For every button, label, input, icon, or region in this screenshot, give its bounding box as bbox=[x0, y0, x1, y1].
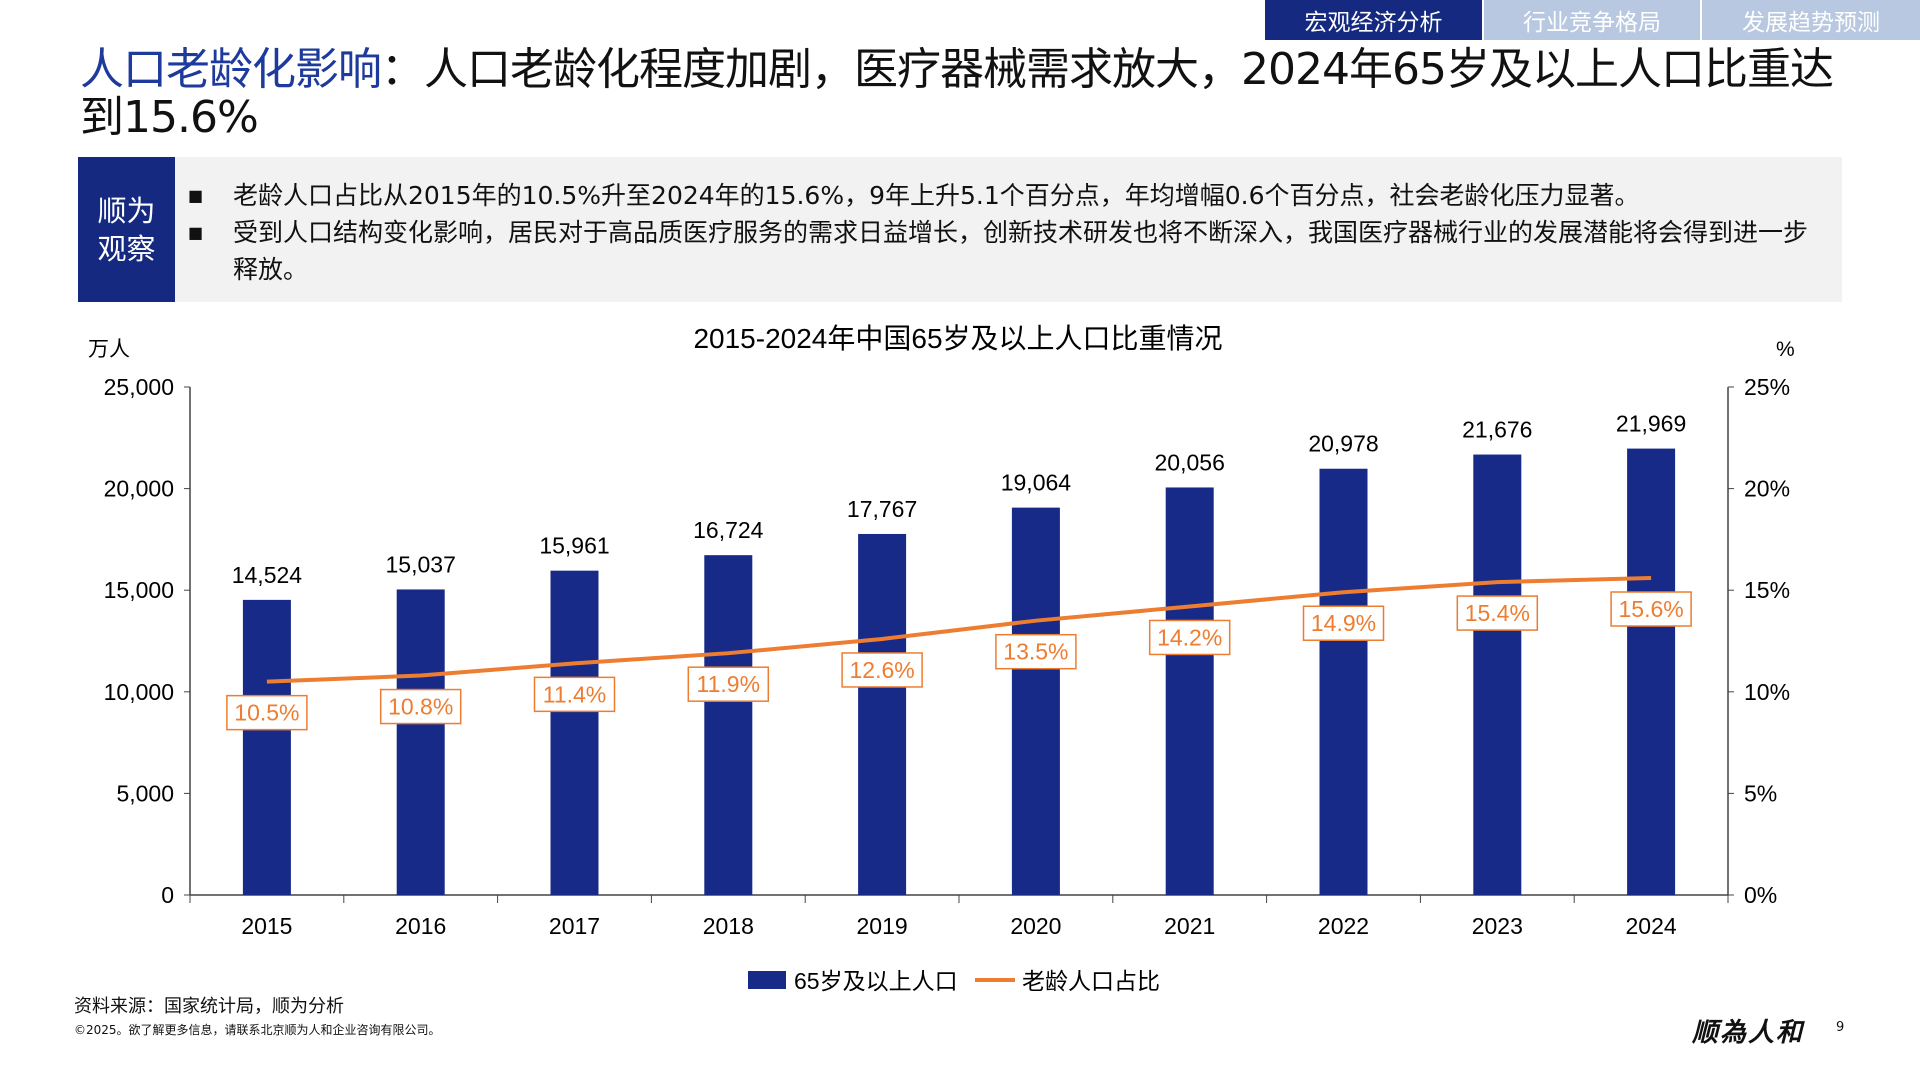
line-label-box bbox=[533, 676, 616, 713]
observation-label: 顺为观察 bbox=[78, 157, 175, 302]
tab-macro-economy[interactable]: 宏观经济分析 bbox=[1265, 0, 1482, 40]
x-tick-label: 2016 bbox=[395, 913, 446, 939]
line-label-box bbox=[1148, 619, 1231, 656]
bar-value-label: 20,056 bbox=[1155, 449, 1225, 475]
bar-value-label: 21,969 bbox=[1616, 411, 1686, 437]
title-rest: ：人口老龄化程度加剧，医疗器械需求放大，2024年65岁及以上人口比重达到15.… bbox=[80, 44, 1834, 143]
x-tick-label: 2015 bbox=[241, 913, 292, 939]
x-tick-label: 2017 bbox=[549, 913, 600, 939]
bar-value-label: 16,724 bbox=[693, 517, 764, 543]
bar bbox=[242, 599, 291, 895]
line-series bbox=[266, 576, 1652, 684]
bar bbox=[396, 589, 445, 895]
bar bbox=[1011, 507, 1060, 895]
line-value-label: 11.9% bbox=[697, 671, 761, 697]
x-tick-label: 2023 bbox=[1472, 913, 1523, 939]
right-tick-label: 15% bbox=[1744, 577, 1790, 603]
line-value-label: 14.9% bbox=[1311, 610, 1376, 636]
legend-line-label: 老龄人口占比 bbox=[1022, 968, 1160, 994]
left-tick-label: 5,000 bbox=[116, 780, 174, 806]
line-label-box bbox=[226, 694, 308, 731]
bar bbox=[1473, 454, 1522, 895]
left-tick-label: 0 bbox=[161, 882, 174, 908]
bar-value-label: 15,961 bbox=[539, 533, 609, 559]
line-value-label: 12.6% bbox=[849, 657, 914, 683]
bar-value-label: 21,676 bbox=[1462, 417, 1532, 443]
line-value-label: 11.4% bbox=[543, 681, 607, 707]
bar bbox=[1165, 487, 1214, 895]
line-value-label: 10.5% bbox=[234, 700, 299, 726]
x-tick-label: 2022 bbox=[1318, 913, 1369, 939]
bar bbox=[858, 533, 907, 895]
x-tick-label: 2021 bbox=[1164, 913, 1215, 939]
chart-title: 2015-2024年中国65岁及以上人口比重情况 bbox=[693, 323, 1222, 354]
line-value-label: 15.4% bbox=[1465, 600, 1530, 626]
line-label-box bbox=[1456, 595, 1539, 631]
x-tick-label: 2019 bbox=[857, 913, 908, 939]
observation-box: 顺为观察 老龄人口占比从2015年的10.5%升至2024年的15.6%，9年上… bbox=[78, 157, 1842, 302]
right-tick-label: 10% bbox=[1744, 679, 1790, 705]
line-value-label: 13.5% bbox=[1003, 639, 1068, 665]
bar-value-label: 20,978 bbox=[1308, 431, 1378, 457]
page-number: 9 bbox=[1836, 1020, 1845, 1035]
left-tick-label: 20,000 bbox=[104, 476, 174, 502]
bar bbox=[1319, 468, 1368, 895]
bar-value-label: 19,064 bbox=[1001, 470, 1072, 496]
line-label-box bbox=[1302, 605, 1385, 641]
company-logo: 顺為人和 bbox=[1692, 1018, 1805, 1048]
right-tick-label: 25% bbox=[1744, 374, 1790, 400]
line-label-box bbox=[687, 666, 770, 702]
line-value-label: 15.6% bbox=[1618, 596, 1683, 622]
left-tick-label: 25,000 bbox=[104, 374, 174, 400]
right-tick-label: 0% bbox=[1744, 882, 1777, 908]
right-tick-label: 20% bbox=[1744, 476, 1790, 502]
left-axis-label: 万人 bbox=[88, 338, 130, 361]
right-tick-label: 5% bbox=[1744, 780, 1777, 806]
bar bbox=[1627, 448, 1676, 895]
left-tick-label: 10,000 bbox=[104, 679, 174, 705]
line-value-label: 10.8% bbox=[388, 694, 453, 720]
line-label-box bbox=[841, 652, 923, 688]
title-highlight: 人口老龄化影响 bbox=[80, 44, 382, 95]
page-title: 人口老龄化影响：人口老龄化程度加剧，医疗器械需求放大，2024年65岁及以上人口… bbox=[80, 46, 1860, 142]
bar-value-label: 14,524 bbox=[232, 562, 303, 588]
source-note: 资料来源：国家统计局，顺为分析 bbox=[74, 996, 344, 1017]
line-value-label: 14.2% bbox=[1157, 624, 1222, 650]
left-tick-label: 15,000 bbox=[104, 577, 174, 603]
observation-bullet: 受到人口结构变化影响，居民对于高品质医疗服务的需求日益增长，创新技术研发也将不断… bbox=[188, 214, 1828, 288]
legend-bar-label: 65岁及以上人口 bbox=[794, 968, 958, 994]
observation-bullet: 老龄人口占比从2015年的10.5%升至2024年的15.6%，9年上升5.1个… bbox=[188, 177, 1828, 214]
line-label-box bbox=[995, 633, 1077, 670]
x-tick-label: 2020 bbox=[1010, 913, 1061, 939]
legend-bar-swatch bbox=[748, 971, 786, 989]
bar-value-label: 17,767 bbox=[847, 496, 917, 522]
x-tick-label: 2024 bbox=[1626, 913, 1677, 939]
bar-value-label: 15,037 bbox=[386, 551, 456, 577]
copyright-note: ©2025。欲了解更多信息，请联系北京顺为人和企业咨询有限公司。 bbox=[74, 1023, 441, 1037]
bar bbox=[704, 555, 753, 895]
bar bbox=[550, 570, 599, 895]
tab-trend-forecast[interactable]: 发展趋势预测 bbox=[1702, 0, 1920, 40]
tab-industry-competition[interactable]: 行业竞争格局 bbox=[1484, 0, 1700, 40]
x-tick-label: 2018 bbox=[703, 913, 754, 939]
line-label-box bbox=[1610, 591, 1692, 627]
right-axis-label: % bbox=[1776, 338, 1795, 361]
line-label-box bbox=[379, 688, 462, 725]
